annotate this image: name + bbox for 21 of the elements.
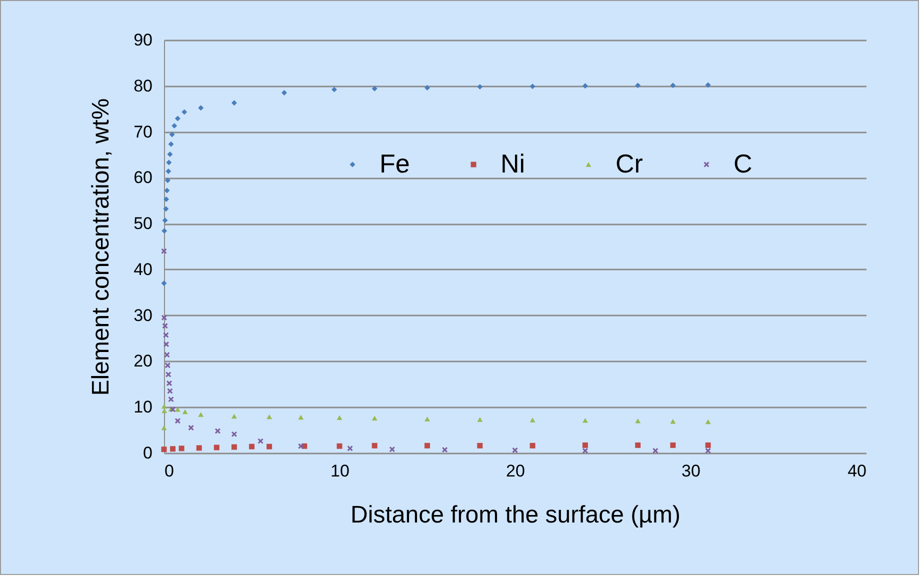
y-tick-label: 30 (134, 306, 152, 325)
legend-label: Cr (616, 148, 644, 179)
legend-label: Ni (500, 148, 526, 179)
legend-label: Fe (380, 148, 410, 179)
x-tick-label: 0 (164, 462, 174, 480)
x-tick-label: 10 (330, 462, 350, 480)
x-tick-label: 30 (682, 462, 700, 480)
y-tick-label: 20 (134, 352, 152, 371)
y-tick-label: 60 (134, 168, 152, 188)
x-tick-label: 20 (506, 462, 525, 480)
y-tick-label: 10 (134, 398, 152, 417)
x-axis-title: Distance from the surface (µm) (350, 502, 680, 528)
legend-label: C (734, 148, 752, 179)
y-tick-label: 40 (134, 260, 152, 279)
y-tick-label: 50 (134, 214, 152, 234)
y-tick-label: 0 (143, 444, 152, 462)
x-tick-label: 40 (848, 462, 866, 480)
y-axis-title: Element concentration, wt% (88, 98, 115, 396)
y-tick-label: 80 (134, 76, 152, 96)
y-tick-label: 70 (134, 122, 152, 142)
y-tick-label: 90 (134, 30, 152, 50)
